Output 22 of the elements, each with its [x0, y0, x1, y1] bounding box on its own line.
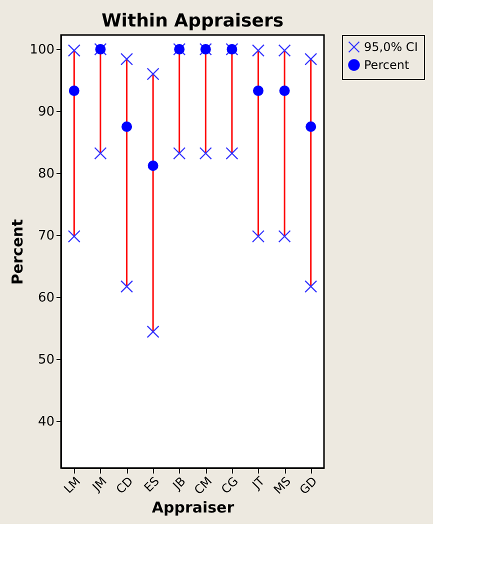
x-tick-label: JT: [248, 474, 268, 492]
x-tick-label: CG: [218, 474, 241, 496]
y-tick-label: 70: [38, 228, 54, 244]
y-tick-label: 60: [38, 290, 54, 306]
legend-label: 95,0% CI: [364, 40, 418, 54]
chart-title: Within Appraisers: [101, 10, 284, 32]
x-tick-label: ES: [141, 474, 162, 495]
y-axis-title: Percent: [8, 219, 27, 285]
x-tick-label: JM: [88, 474, 110, 495]
x-tick-label: JB: [169, 474, 188, 494]
y-tick-label: 50: [38, 352, 54, 368]
x-tick-label: CD: [113, 474, 136, 496]
y-tick-label: 100: [30, 42, 54, 58]
y-tick-label: 80: [38, 166, 54, 182]
x-tick-label: MS: [270, 474, 294, 497]
y-tick-label: 40: [38, 414, 54, 430]
x-tick-label: GD: [296, 474, 320, 498]
legend-label: Percent: [364, 58, 410, 72]
y-tick-label: 90: [38, 104, 54, 120]
x-axis-title: Appraiser: [152, 498, 235, 517]
x-tick-label: LM: [61, 474, 84, 496]
x-tick-label: CM: [191, 474, 215, 498]
